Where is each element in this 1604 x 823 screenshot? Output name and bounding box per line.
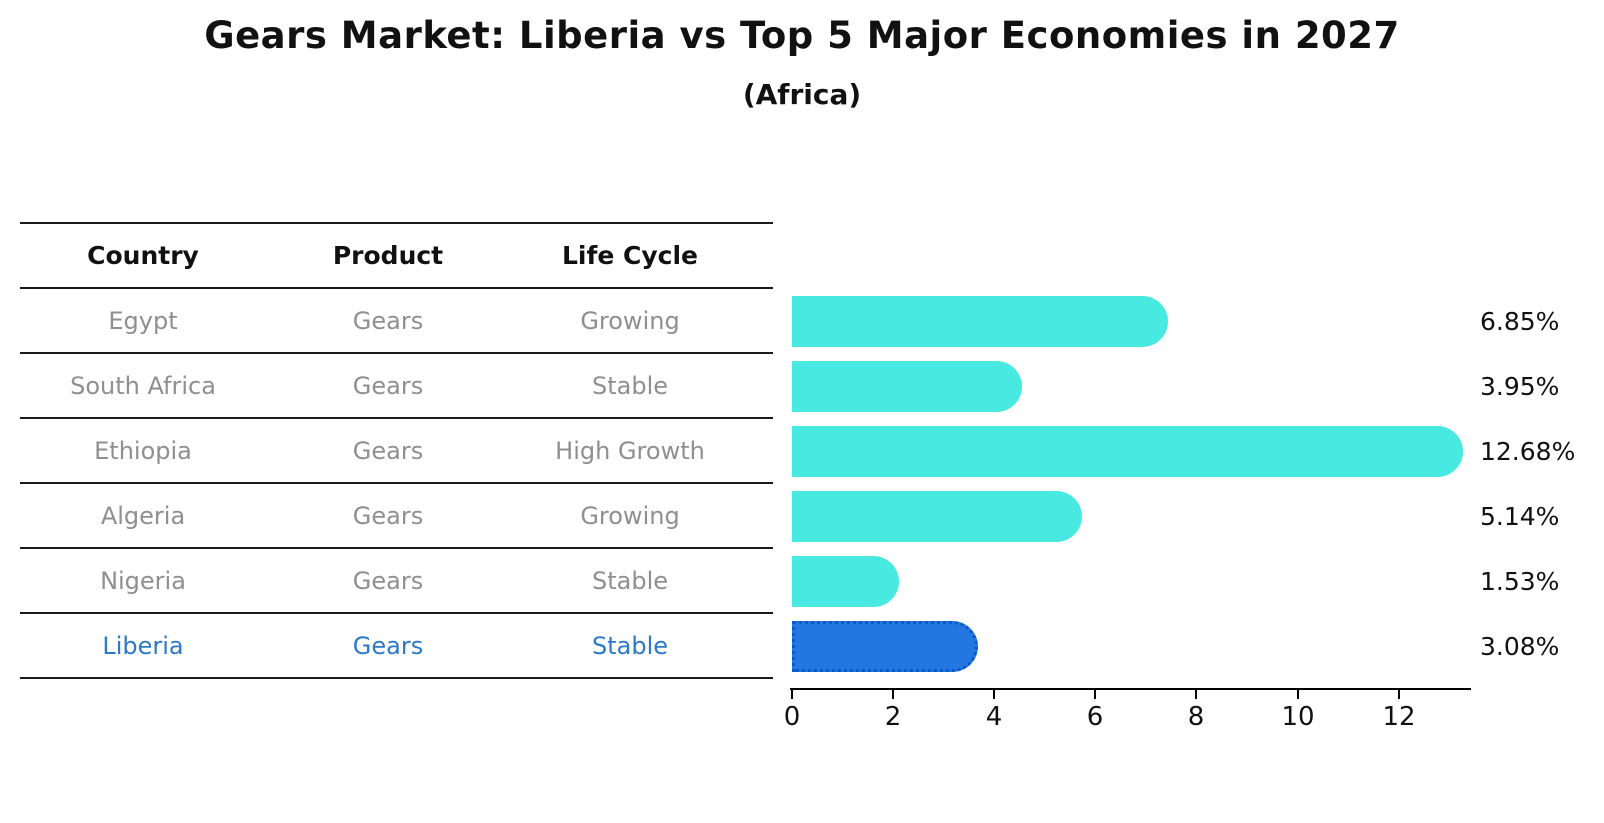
product-cell: Gears xyxy=(352,566,424,595)
bar-value-label: 3.08% xyxy=(1480,632,1560,661)
table-row: South Africa Gears Stable xyxy=(20,354,773,419)
country-cell: Liberia xyxy=(102,631,184,660)
bar-egypt xyxy=(792,296,1168,347)
chart-subtitle: (Africa) xyxy=(742,78,862,111)
product-cell: Gears xyxy=(352,436,424,465)
x-tick-label: 0 xyxy=(783,702,801,732)
table-row: Liberia Gears Stable xyxy=(20,614,773,679)
x-tick-label: 10 xyxy=(1281,702,1315,732)
x-tick-mark xyxy=(1297,690,1299,699)
bar-value-label: 5.14% xyxy=(1480,502,1560,531)
lifecycle-cell: Stable xyxy=(591,566,669,595)
x-tick-mark xyxy=(892,690,894,699)
lifecycle-cell: Growing xyxy=(580,306,680,335)
country-cell: Egypt xyxy=(108,306,178,335)
product-cell: Gears xyxy=(352,631,424,660)
product-cell: Gears xyxy=(352,306,424,335)
bar-south-africa xyxy=(792,361,1022,412)
product-cell: Gears xyxy=(352,371,424,400)
bar-value-label: 3.95% xyxy=(1480,372,1560,401)
x-tick-label: 2 xyxy=(884,702,902,732)
bar-algeria xyxy=(792,491,1082,542)
country-cell: South Africa xyxy=(70,371,216,400)
country-table: Country Product Life Cycle Egypt Gears Gro… xyxy=(20,222,773,679)
table-row: Ethiopia Gears High Growth xyxy=(20,419,773,484)
lifecycle-cell: Stable xyxy=(591,371,669,400)
product-cell: Gears xyxy=(352,501,424,530)
x-tick-mark xyxy=(1195,690,1197,699)
x-tick-mark xyxy=(791,690,793,699)
table-row: Algeria Gears Growing xyxy=(20,484,773,549)
x-tick-mark xyxy=(1094,690,1096,699)
header-country: Country xyxy=(87,241,199,270)
x-tick-label: 4 xyxy=(985,702,1003,732)
x-axis-line xyxy=(790,688,1471,690)
bar-value-label: 6.85% xyxy=(1480,307,1560,336)
lifecycle-cell: High Growth xyxy=(555,436,705,465)
table-row: Nigeria Gears Stable xyxy=(20,549,773,614)
table-header-row: Country Product Life Cycle xyxy=(20,222,773,289)
x-tick-label: 8 xyxy=(1187,702,1205,732)
bar-liberia xyxy=(792,621,978,672)
lifecycle-cell: Stable xyxy=(591,631,669,660)
x-tick-mark xyxy=(1398,690,1400,699)
lifecycle-cell: Growing xyxy=(580,501,680,530)
country-cell: Nigeria xyxy=(100,566,186,595)
table-row: Egypt Gears Growing xyxy=(20,289,773,354)
x-tick-mark xyxy=(993,690,995,699)
country-cell: Algeria xyxy=(100,501,186,530)
country-cell: Ethiopia xyxy=(94,436,192,465)
chart-title: Gears Market: Liberia vs Top 5 Major Eco… xyxy=(204,14,1400,57)
header-lifecycle: Life Cycle xyxy=(561,241,699,270)
x-tick-label: 6 xyxy=(1086,702,1104,732)
header-product: Product xyxy=(332,241,444,270)
bar-nigeria xyxy=(792,556,899,607)
bar-value-label: 12.68% xyxy=(1480,437,1576,466)
bar-value-label: 1.53% xyxy=(1480,567,1560,596)
bar-ethiopia xyxy=(792,426,1463,477)
table-body: Egypt Gears Growing South Africa Gears Stable… xyxy=(20,289,773,679)
x-tick-label: 12 xyxy=(1382,702,1416,732)
